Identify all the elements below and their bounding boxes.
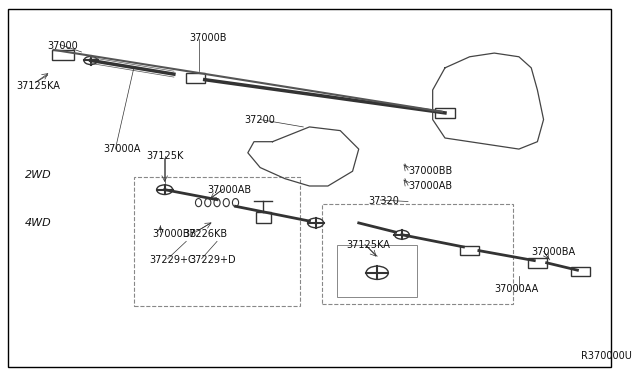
Text: R370000U: R370000U [580, 351, 632, 361]
Text: 4WD: 4WD [25, 218, 52, 228]
Circle shape [84, 57, 97, 64]
Text: 37125KA: 37125KA [17, 81, 61, 91]
Bar [322, 205, 513, 304]
Bar [527, 258, 547, 267]
Text: 37000AB: 37000AB [408, 181, 452, 191]
Text: 37000B: 37000B [189, 33, 227, 43]
Bar [256, 212, 271, 223]
Text: 37000BB: 37000BB [152, 229, 196, 239]
Text: 37125KA: 37125KA [346, 240, 390, 250]
Circle shape [394, 230, 409, 239]
Text: 37200: 37200 [244, 115, 276, 125]
Text: 37320: 37320 [368, 196, 399, 206]
Bar [52, 49, 74, 60]
Text: 37000A: 37000A [103, 144, 140, 154]
Bar [460, 246, 479, 255]
Bar [435, 108, 455, 118]
Circle shape [366, 266, 388, 279]
Bar [337, 245, 417, 297]
Text: 37000: 37000 [47, 41, 78, 51]
Text: 37229+C: 37229+C [149, 255, 195, 265]
Text: 2WD: 2WD [25, 170, 52, 180]
Text: 37229+D: 37229+D [189, 255, 236, 265]
Text: 37000BA: 37000BA [531, 247, 575, 257]
Text: 37226KB: 37226KB [183, 229, 227, 239]
Bar [572, 267, 590, 276]
Text: 37000BB: 37000BB [408, 166, 452, 176]
Text: 37000AA: 37000AA [494, 284, 538, 294]
Text: 37125K: 37125K [146, 151, 184, 161]
Bar [134, 177, 300, 306]
Bar [186, 73, 205, 83]
Text: 37000AB: 37000AB [208, 185, 252, 195]
Circle shape [157, 185, 173, 195]
Circle shape [308, 218, 324, 228]
